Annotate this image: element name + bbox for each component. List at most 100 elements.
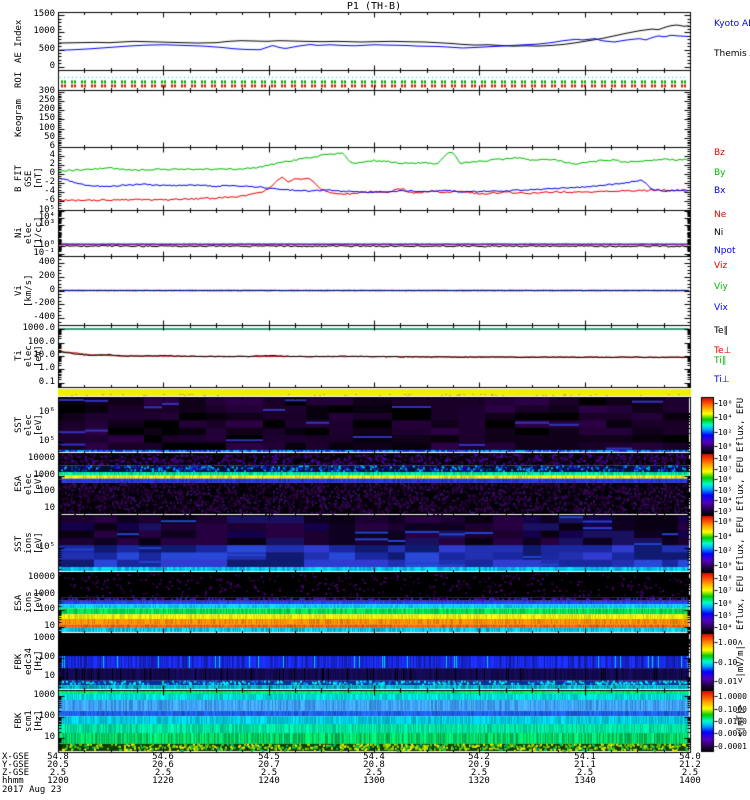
ytick-label-vi-3: -200 (33, 298, 55, 308)
ylabel-esa_e-1: elec (24, 473, 34, 495)
colorbar-unit-esa_e: Eflux, EFU (736, 456, 746, 512)
ytick-label-b-6: -6 (44, 195, 55, 205)
colorbar-tick-label-sst_i-3: 10⁰ (718, 561, 733, 570)
ylabel-b-0: B FIT (14, 164, 24, 193)
axis-value-hhmm-1240: 1240 (258, 776, 280, 786)
ytick-label-ni-0: 10⁵ (38, 205, 55, 215)
legend-label-b-bx: Bx (714, 186, 726, 196)
ylabel-ni-1: elec (24, 222, 34, 244)
ylabel-sst_i-0: SST (14, 535, 24, 552)
axis-row-label-hhmm: hhmm (2, 776, 24, 786)
colorbar-tick-label-sst_e-1: 10⁴ (718, 413, 733, 422)
ylabel-sst_e-1: elec (24, 414, 34, 436)
ylabel-fbk1-0: FBK (14, 653, 24, 670)
colorbar-unit-fbk2: <|nT|> (736, 704, 746, 738)
colorbar-tick-label-sst_e-0: 10⁶ (718, 399, 733, 408)
axis-value-y_gse-1300: 20.8 (363, 760, 385, 770)
colorbar-unit-sst_e: Eflux, EFU (736, 397, 746, 453)
ytick-label-keo-1: 250 (38, 95, 55, 105)
axis-value-z_gse-1300: 2.5 (365, 768, 383, 778)
colorbar-tick-label-fbk2-1: 0.1000 (718, 705, 747, 714)
axis-value-z_gse-1220: 2.5 (154, 768, 172, 778)
ytick-label-fbk2-2: 10 (44, 732, 55, 742)
ytick-label-esa_e-1: 1000 (33, 470, 55, 480)
ylabel-esa_i-2: [eV] (34, 591, 44, 614)
ytick-label-sst_e-1: 10⁵ (38, 436, 55, 446)
axis-value-z_gse-1320: 2.5 (470, 768, 488, 778)
axis-value-z_gse-1240: 2.5 (260, 768, 278, 778)
ylabel-vi-0: Vi (14, 285, 24, 296)
axis-value-hhmm-1200: 1200 (47, 776, 69, 786)
ylabel-fbk1-2: [Hz] (34, 650, 44, 673)
axis-value-hhmm-1220: 1220 (152, 776, 174, 786)
colorbar-unit-sst_i: Eflux, EFU (736, 516, 746, 571)
colorbar-tick-label-esa_i-4: 10⁴ (718, 623, 733, 632)
colorbar-unit-fbk1: <|mV/m|> (736, 639, 746, 684)
axis-row-label-y-gse: Y-GSE (2, 760, 30, 770)
ylabel-ti-2: [eV] (34, 345, 44, 367)
legend-label-ti-te-: Te⊥ (714, 346, 732, 356)
ytick-label-keo-4: 100 (38, 123, 55, 133)
colorbar-tick-label-fbk2-3: 0.0010 (718, 729, 747, 738)
axis-value-y_gse-1220: 20.6 (152, 760, 174, 770)
axis-value-hhmm-1320: 1320 (468, 776, 490, 786)
ytick-label-ae-0: 1500 (33, 9, 55, 19)
legend-label-vi-vix: Vix (714, 303, 728, 313)
ytick-label-ni-2: 10³ (38, 219, 55, 229)
ytick-label-ni-4: 10⁻¹ (33, 248, 55, 258)
ytick-label-b-4: -2 (44, 177, 55, 187)
axis-value-hhmm-1400: 1400 (679, 776, 701, 786)
colorbar-tick-label-fbk1-0: 1.00 (718, 638, 738, 647)
ytick-label-ae-1: 1000 (33, 26, 55, 36)
legend-label-ae-themis-ae: Themis AE (714, 49, 750, 59)
colorbar-tick-label-esa_e-0: 10⁸ (718, 454, 733, 463)
ylabel-ae-0: AE Index (14, 19, 24, 63)
ylabel-fbk2-1: scm1 (24, 710, 34, 732)
ytick-label-vi-1: 200 (38, 271, 55, 281)
ytick-label-b-5: -4 (44, 186, 55, 196)
colorbar-tick-label-fbk1-2: 0.01 (718, 677, 738, 686)
ytick-label-fbk2-1: 100 (38, 711, 55, 721)
axis-value-y_gse-1400: 21.2 (679, 760, 701, 770)
ytick-label-keo-5: 50 (44, 132, 55, 142)
colorbar-tick-label-esa_e-1: 10⁷ (718, 465, 733, 474)
axis-value-x_gse-1300: 54.4 (363, 752, 385, 762)
ytick-label-ni-3: 10⁰ (38, 240, 55, 250)
ylabel-ti-1: elec (24, 345, 34, 367)
ytick-label-fbk1-0: 1000 (33, 633, 55, 643)
legend-label-ni-ne: Ne (714, 210, 727, 220)
axis-value-x_gse-1400: 54.0 (679, 752, 701, 762)
ylabel-esa_e-2: [eV] (34, 473, 44, 495)
axis-value-x_gse-1240: 54.5 (258, 752, 280, 762)
colorbar-tick-label-esa_e-3: 10⁵ (718, 486, 733, 495)
ytick-label-keo-2: 200 (38, 104, 55, 114)
ytick-label-vi-4: -400 (33, 312, 55, 322)
ytick-label-ae-2: 500 (38, 44, 55, 54)
legend-label-b-bz: Bz (714, 148, 725, 158)
ylabel-sst_e-2: [eV] (34, 414, 44, 436)
ytick-label-esa_e-0: 10000 (27, 453, 55, 463)
legend-label-ti-ti-: Ti⊥ (714, 375, 730, 385)
colorbar-tick-label-sst_i-1: 10⁴ (718, 532, 733, 541)
ytick-label-fbk1-1: 100 (38, 652, 55, 662)
ytick-label-esa_i-3: 10 (44, 621, 55, 631)
axis-value-hhmm-1340: 1340 (574, 776, 596, 786)
ytick-label-fbk1-2: 10 (44, 671, 55, 681)
colorbar-tick-label-esa_e-4: 10⁴ (718, 496, 733, 505)
axis-value-y_gse-1240: 20.7 (258, 760, 280, 770)
ytick-label-ti-0: 1000.0 (22, 323, 55, 333)
legend-label-b-by: By (714, 168, 726, 178)
axis-value-hhmm-1300: 1300 (363, 776, 385, 786)
page-title: P1 (TH-B) (346, 1, 402, 12)
ytick-label-b-0: 6 (49, 141, 55, 151)
legend-label-vi-viz: Viz (714, 261, 728, 271)
ytick-label-b-3: 0 (49, 168, 55, 178)
ylabel-sst_e-0: SST (14, 416, 24, 434)
ytick-label-esa_i-0: 10000 (27, 572, 55, 582)
axis-date-label: 2017 Aug 23 (2, 785, 62, 795)
colorbar-tick-label-esa_i-2: 10⁶ (718, 599, 733, 608)
colorbar-tick-label-sst_i-0: 10⁶ (718, 517, 733, 526)
ytick-label-vi-0: 400 (38, 257, 55, 267)
